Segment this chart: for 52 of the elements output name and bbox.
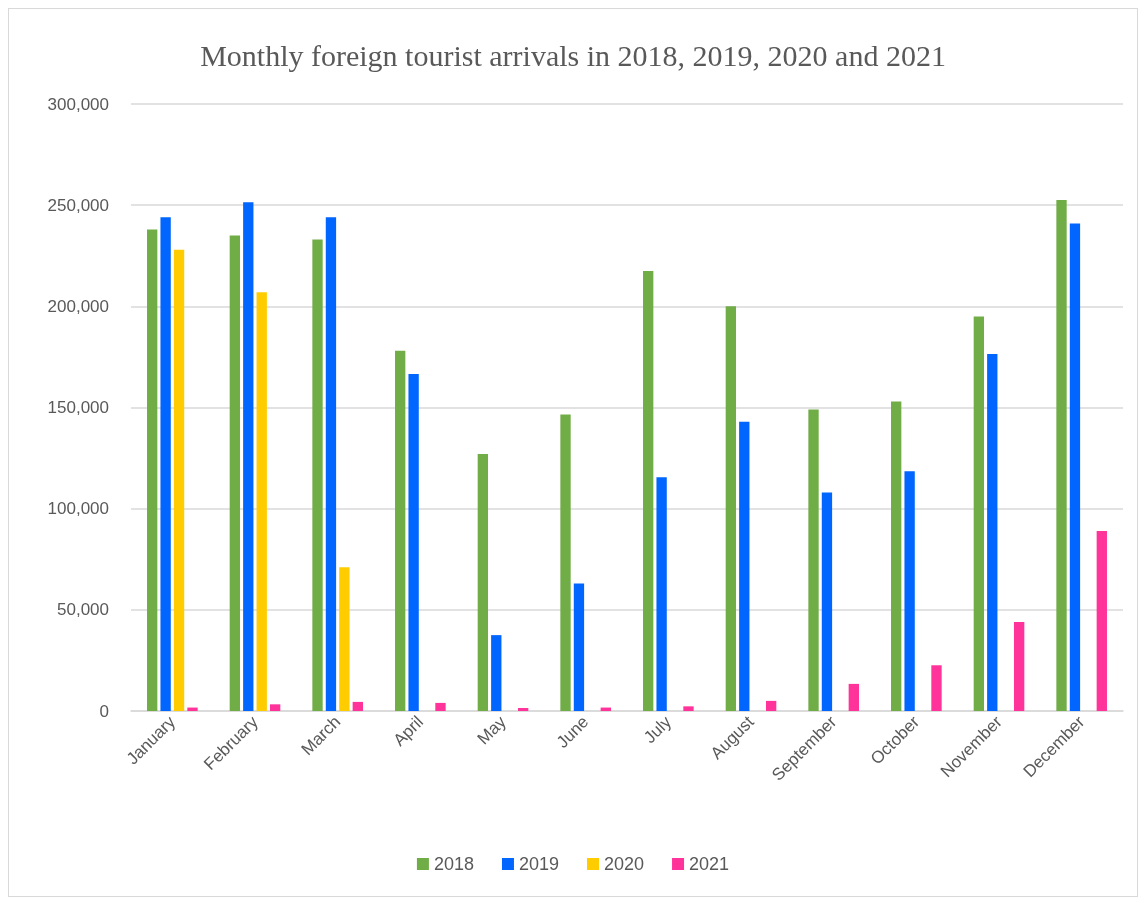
y-tick-label: 200,000 — [47, 296, 109, 316]
bar — [973, 316, 985, 711]
bar — [229, 235, 241, 711]
bar — [1013, 621, 1025, 711]
bar — [269, 704, 281, 711]
bar — [656, 477, 667, 711]
x-tick-label: July — [640, 711, 676, 748]
chart-title: Monthly foreign tourist arrivals in 2018, 2019, 2020 and 2021 — [200, 38, 946, 72]
bar — [256, 292, 267, 711]
bar — [987, 353, 998, 711]
y-tick-label: 100,000 — [47, 499, 109, 519]
bar — [312, 239, 323, 711]
bar — [931, 665, 942, 711]
bar — [573, 583, 585, 711]
bar — [408, 374, 419, 711]
x-tick-label: May — [473, 711, 511, 749]
bar — [339, 567, 350, 711]
bar — [725, 306, 737, 711]
legend-label: 2019 — [518, 854, 559, 874]
bar — [821, 492, 833, 711]
bar — [904, 471, 915, 711]
bar — [435, 702, 446, 711]
y-tick-label: 250,000 — [47, 195, 109, 215]
bar — [891, 401, 902, 711]
bar — [643, 270, 654, 711]
y-tick-label: 0 — [99, 701, 109, 721]
y-tick-label: 50,000 — [57, 600, 109, 620]
bar — [491, 635, 502, 711]
bar — [160, 217, 171, 711]
bar — [848, 683, 859, 711]
bar — [560, 414, 571, 711]
y-tick-label: 150,000 — [47, 398, 109, 417]
bar — [1069, 223, 1081, 711]
legend-label: 2020 — [604, 854, 645, 874]
bar — [1056, 200, 1067, 711]
legend-label: 2021 — [689, 854, 730, 874]
legend-label: 2018 — [433, 854, 474, 874]
bar — [739, 421, 750, 711]
y-tick-label: 300,000 — [47, 94, 109, 114]
bar — [173, 249, 185, 711]
bar — [147, 229, 158, 711]
bar — [187, 707, 198, 711]
bar — [477, 454, 489, 711]
bar — [808, 409, 819, 711]
bar — [765, 700, 777, 711]
bar — [325, 217, 337, 711]
bar — [243, 202, 254, 711]
bar — [517, 707, 529, 711]
bar — [1096, 530, 1107, 711]
bar — [395, 350, 406, 711]
bar — [683, 706, 694, 711]
bar — [352, 701, 363, 711]
